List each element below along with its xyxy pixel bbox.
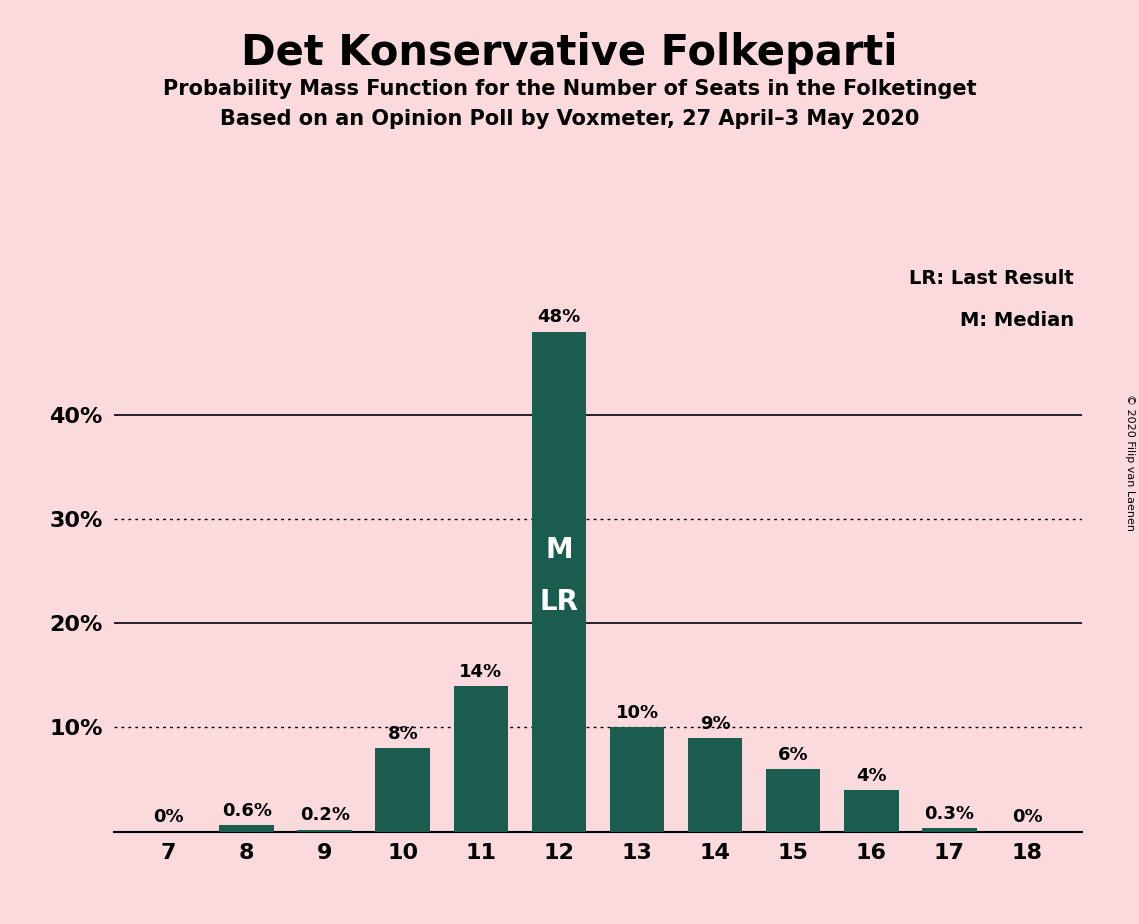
Text: M: Median: M: Median: [960, 310, 1074, 330]
Text: 0.2%: 0.2%: [300, 807, 350, 824]
Text: M: M: [546, 536, 573, 565]
Text: Probability Mass Function for the Number of Seats in the Folketinget: Probability Mass Function for the Number…: [163, 79, 976, 99]
Text: 6%: 6%: [778, 746, 809, 764]
Text: © 2020 Filip van Laenen: © 2020 Filip van Laenen: [1125, 394, 1134, 530]
Bar: [921, 829, 976, 832]
Bar: [297, 830, 352, 832]
Text: LR: Last Result: LR: Last Result: [910, 269, 1074, 288]
Bar: [609, 727, 664, 832]
Text: Based on an Opinion Poll by Voxmeter, 27 April–3 May 2020: Based on an Opinion Poll by Voxmeter, 27…: [220, 109, 919, 129]
Text: 0.3%: 0.3%: [925, 806, 974, 823]
Bar: [376, 748, 431, 832]
Text: 10%: 10%: [615, 704, 658, 723]
Bar: [765, 769, 820, 832]
Text: LR: LR: [540, 589, 579, 616]
Bar: [532, 332, 587, 832]
Text: 9%: 9%: [699, 714, 730, 733]
Bar: [844, 790, 899, 832]
Bar: [688, 738, 743, 832]
Text: 0%: 0%: [1013, 808, 1042, 826]
Text: 8%: 8%: [387, 725, 418, 743]
Text: 14%: 14%: [459, 663, 502, 681]
Bar: [220, 825, 274, 832]
Text: 48%: 48%: [538, 309, 581, 326]
Text: 0%: 0%: [154, 808, 183, 826]
Text: 0.6%: 0.6%: [222, 802, 271, 821]
Text: 4%: 4%: [855, 767, 886, 784]
Text: Det Konservative Folkeparti: Det Konservative Folkeparti: [241, 32, 898, 74]
Bar: [453, 686, 508, 832]
